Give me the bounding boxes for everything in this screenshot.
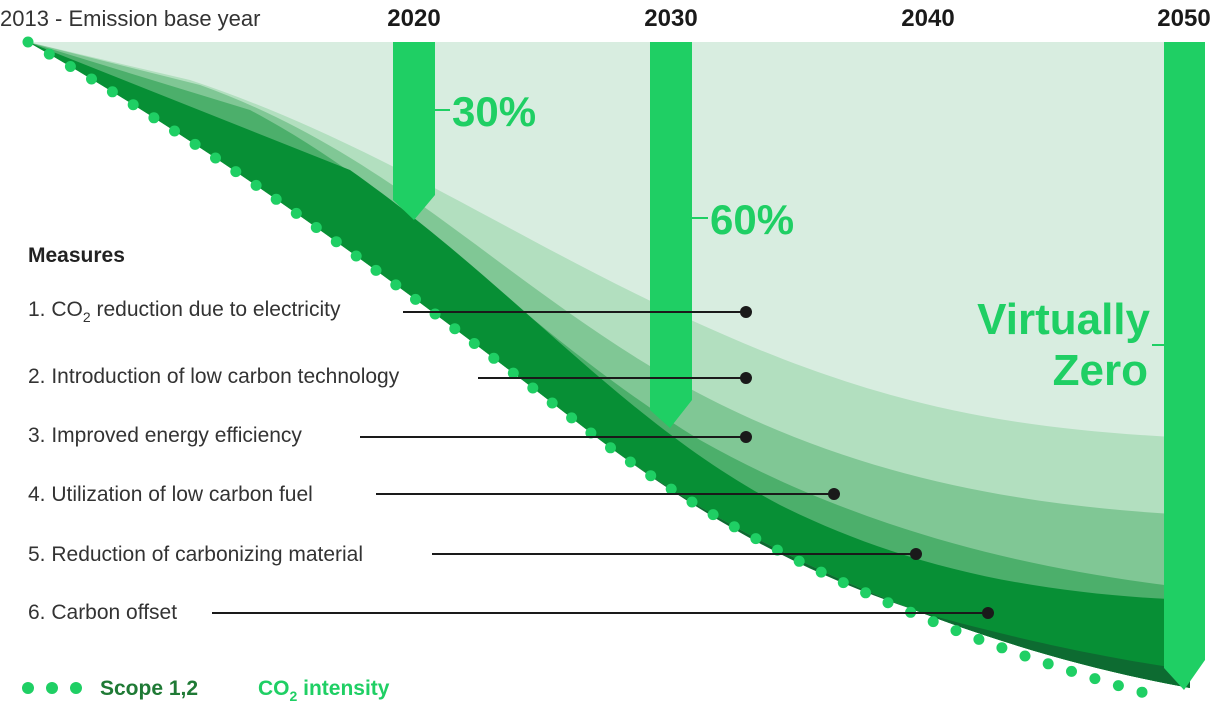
scope-dot — [250, 179, 262, 191]
scope-dot — [449, 323, 461, 335]
measure-2: 2. Introduction of low carbon technology — [28, 365, 400, 388]
scope-dot — [665, 483, 677, 495]
scope-dot — [815, 566, 827, 578]
measure-6: 6. Carbon offset — [28, 601, 177, 624]
scope-dot — [468, 338, 480, 349]
target-zero-line1: Virtually — [977, 295, 1150, 344]
target-60-label: 60% — [710, 196, 794, 243]
target-bar-2030 — [650, 42, 692, 428]
scope-dot — [106, 86, 118, 98]
legend-dot-2 — [46, 682, 58, 694]
scope-dot — [728, 521, 740, 533]
scope-dot — [860, 587, 872, 599]
legend-dot-3 — [70, 682, 82, 694]
scope-dot — [429, 308, 441, 320]
scope-dot — [488, 352, 500, 364]
scope-dot — [148, 112, 160, 124]
scope-dot — [507, 367, 519, 379]
scope-dot — [210, 152, 221, 164]
legend-co2-sub: 2 — [290, 688, 298, 704]
year-2030: 2030 — [644, 5, 697, 32]
measures-title: Measures — [28, 244, 125, 267]
leader-4-dot — [828, 488, 840, 500]
scope-dot — [645, 470, 657, 482]
scope-dot — [330, 236, 342, 248]
measure-5: 5. Reduction of carbonizing material — [28, 543, 363, 566]
leader-5-dot — [910, 548, 922, 560]
scope-dot — [1019, 650, 1031, 662]
measure-4: 4. Utilization of low carbon fuel — [28, 483, 313, 506]
scope-dot — [43, 48, 55, 60]
year-2040: 2040 — [901, 5, 954, 32]
scope-dot — [686, 496, 698, 508]
scope-dot — [882, 597, 894, 609]
scope-dot — [585, 427, 597, 439]
scope-dot — [86, 73, 97, 85]
target-30-label: 30% — [452, 88, 536, 135]
scope-dot — [1089, 673, 1101, 685]
scope-dot — [1136, 686, 1148, 698]
legend-co2-label: CO2 intensity — [258, 677, 390, 704]
scope-dot — [837, 577, 849, 589]
scope-dot — [189, 138, 201, 150]
scope-dot — [1066, 665, 1077, 677]
year-2050: 2050 — [1157, 5, 1210, 32]
scope-dot — [64, 61, 76, 72]
measure-1: 1. CO2 reduction due to electricity — [28, 298, 341, 325]
scope-dot — [750, 533, 762, 545]
year-2020: 2020 — [387, 5, 440, 32]
scope-dot — [973, 633, 985, 645]
band-carbon-offset — [600, 440, 1190, 688]
target-zero-line2: Zero — [1053, 346, 1148, 395]
target-bars — [393, 42, 1205, 690]
scope-dot — [270, 193, 282, 205]
legend-co2-prefix: CO — [258, 677, 290, 700]
leader-2-dot — [740, 372, 752, 384]
base-year-label: 2013 - Emission base year — [0, 6, 260, 31]
legend-co2-rest: intensity — [297, 677, 390, 700]
reduction-bands — [28, 42, 1190, 688]
scope-dot — [707, 509, 719, 521]
band-carbonizing-material — [28, 42, 1190, 688]
scope-dot — [996, 642, 1008, 654]
scope-dot — [1042, 658, 1054, 670]
legend-scope-label: Scope 1,2 — [100, 677, 198, 700]
scope-dot — [370, 264, 382, 276]
scope-dot — [566, 412, 578, 424]
scope-dotted-line — [22, 36, 1148, 698]
target-bar-2020 — [393, 42, 435, 220]
target-bar-2050 — [1164, 42, 1205, 690]
scope-dot — [793, 555, 805, 567]
leader-6-dot — [982, 607, 994, 619]
scope-dot — [390, 279, 402, 291]
legend: Scope 1,2 CO2 intensity — [22, 677, 390, 704]
scope-dot — [771, 544, 783, 556]
scope-dot — [527, 382, 539, 394]
scope-dot — [350, 250, 362, 262]
measure-1-sub: 2 — [83, 309, 91, 325]
scope-dot — [290, 207, 302, 219]
scope-dot — [310, 222, 322, 233]
legend-dot-1 — [22, 682, 34, 694]
scope-dot — [927, 616, 939, 628]
leader-3-dot — [740, 431, 752, 443]
scope-dot — [624, 456, 636, 468]
scope-dot — [410, 293, 421, 305]
scope-dot — [546, 397, 558, 409]
scope-dot — [127, 99, 139, 111]
measure-3: 3. Improved energy efficiency — [28, 424, 302, 447]
scope-dot — [169, 125, 180, 137]
measure-leaders — [212, 306, 994, 619]
scope-dot — [950, 625, 962, 637]
scope-dot — [605, 442, 616, 454]
scope-dot — [230, 166, 242, 178]
measure-1-prefix: 1. CO — [28, 298, 83, 321]
measure-1-rest: reduction due to electricity — [91, 298, 341, 321]
scope-dot — [1112, 680, 1124, 692]
leader-1-dot — [740, 306, 752, 318]
scope-dot — [22, 36, 34, 48]
